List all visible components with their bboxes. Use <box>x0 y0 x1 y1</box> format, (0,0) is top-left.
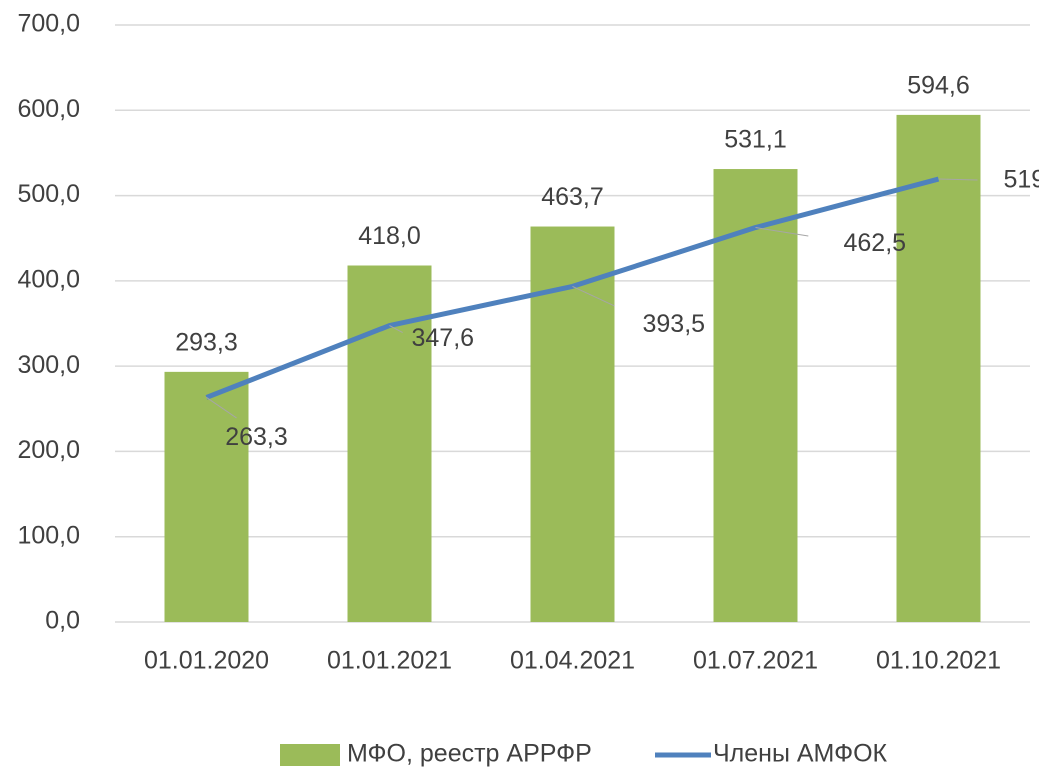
x-tick-label: 01.10.2021 <box>876 647 1001 675</box>
leader-line <box>755 227 809 237</box>
leader-line <box>206 397 237 419</box>
y-tick-label: 500,0 <box>17 180 80 208</box>
bar <box>164 371 249 622</box>
data-label: 462,5 <box>844 229 907 257</box>
data-label: 393,5 <box>643 310 706 338</box>
legend-label: Члены АМФОК <box>713 740 888 768</box>
y-tick-label: 300,0 <box>17 351 80 379</box>
y-tick-label: 100,0 <box>17 521 80 549</box>
data-label: 347,6 <box>412 324 475 352</box>
y-tick-label: 600,0 <box>17 95 80 123</box>
x-tick-label: 01.07.2021 <box>693 647 818 675</box>
y-tick-label: 700,0 <box>17 10 80 38</box>
data-label: 463,7 <box>541 183 604 211</box>
leader-line <box>389 325 403 333</box>
x-tick-label: 01.01.2021 <box>327 647 452 675</box>
data-label: 531,1 <box>724 126 787 154</box>
data-label: 263,3 <box>225 423 288 451</box>
legend-swatch <box>280 744 340 766</box>
data-label: 594,6 <box>907 72 970 100</box>
y-tick-label: 400,0 <box>17 265 80 293</box>
y-tick-label: 0,0 <box>45 607 80 635</box>
leader-line <box>572 285 615 307</box>
data-label: 418,0 <box>358 222 421 250</box>
leader-line <box>938 178 978 181</box>
y-tick-label: 200,0 <box>17 436 80 464</box>
x-tick-label: 01.01.2020 <box>144 647 269 675</box>
bar <box>896 114 981 622</box>
data-label: 519,4 <box>1004 166 1039 194</box>
legend-label: МФО, реестр АРРФР <box>347 740 592 768</box>
bar <box>713 169 798 622</box>
x-tick-label: 01.04.2021 <box>510 647 635 675</box>
data-label: 293,3 <box>175 328 238 356</box>
